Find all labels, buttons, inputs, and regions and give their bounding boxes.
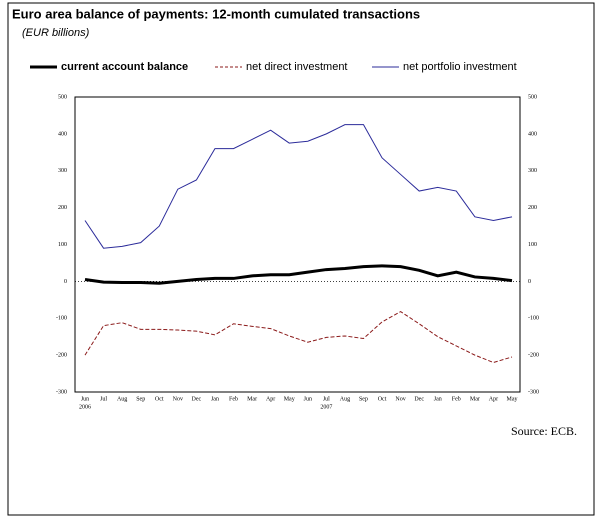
- outer-frame: [7, 2, 595, 516]
- x-tick-label: Jun: [304, 396, 312, 402]
- x-tick-label: Apr: [489, 396, 498, 402]
- y-tick-label: 100: [58, 242, 67, 248]
- x-tick-label: Nov: [395, 396, 405, 402]
- x-tick-label: May: [507, 396, 518, 402]
- y2-tick-label: -200: [528, 353, 539, 359]
- x-tick-label: Dec: [414, 396, 424, 402]
- y-tick-label: 300: [58, 168, 67, 174]
- legend-label: net portfolio investment: [403, 61, 517, 73]
- legend-label: net direct investment: [246, 61, 348, 73]
- y2-tick-label: 0: [528, 279, 531, 285]
- y2-tick-label: 200: [528, 205, 537, 211]
- y2-tick-label: -300: [528, 389, 539, 395]
- x-year-label: 2006: [79, 404, 91, 410]
- x-tick-label: Feb: [229, 396, 238, 402]
- x-tick-label: Sep: [359, 396, 368, 402]
- x-tick-label: Jul: [323, 396, 330, 402]
- x-tick-label: Aug: [117, 396, 127, 402]
- x-tick-label: Feb: [452, 396, 461, 402]
- y-tick-label: -300: [56, 389, 67, 395]
- x-tick-label: Mar: [247, 396, 257, 402]
- chart-subtitle: (EUR billions): [22, 27, 90, 39]
- x-tick-label: Mar: [470, 396, 480, 402]
- y2-tick-label: 500: [528, 94, 537, 100]
- x-tick-label: Aug: [340, 396, 350, 402]
- x-year-label: 2007: [320, 404, 332, 410]
- x-tick-label: Oct: [378, 396, 387, 402]
- x-tick-label: Apr: [266, 396, 275, 402]
- y2-tick-label: 400: [528, 131, 537, 137]
- y-tick-label: 0: [64, 279, 67, 285]
- y-tick-label: 500: [58, 94, 67, 100]
- y-tick-label: -200: [56, 353, 67, 359]
- x-tick-label: Oct: [155, 396, 164, 402]
- x-tick-label: Jun: [81, 396, 89, 402]
- x-tick-label: Sep: [136, 396, 145, 402]
- x-tick-label: Jan: [434, 396, 442, 402]
- y-tick-label: -100: [56, 316, 67, 322]
- source: Source: ECB.: [511, 424, 577, 438]
- x-tick-label: Dec: [192, 396, 202, 402]
- legend-label: current account balance: [61, 61, 188, 73]
- y-tick-label: 400: [58, 131, 67, 137]
- series-line: [84, 311, 513, 364]
- x-tick-label: Jul: [100, 396, 107, 402]
- x-tick-label: May: [284, 396, 295, 402]
- plot-frame: [74, 96, 521, 393]
- y2-tick-label: -100: [528, 316, 539, 322]
- series-line: [84, 264, 513, 285]
- y2-tick-label: 300: [528, 168, 537, 174]
- series-line: [84, 124, 513, 249]
- x-tick-label: Nov: [173, 396, 183, 402]
- y2-tick-label: 100: [528, 242, 537, 248]
- x-tick-label: Jan: [211, 396, 219, 402]
- y-tick-label: 200: [58, 205, 67, 211]
- chart-title: Euro area balance of payments: 12-month …: [12, 6, 420, 21]
